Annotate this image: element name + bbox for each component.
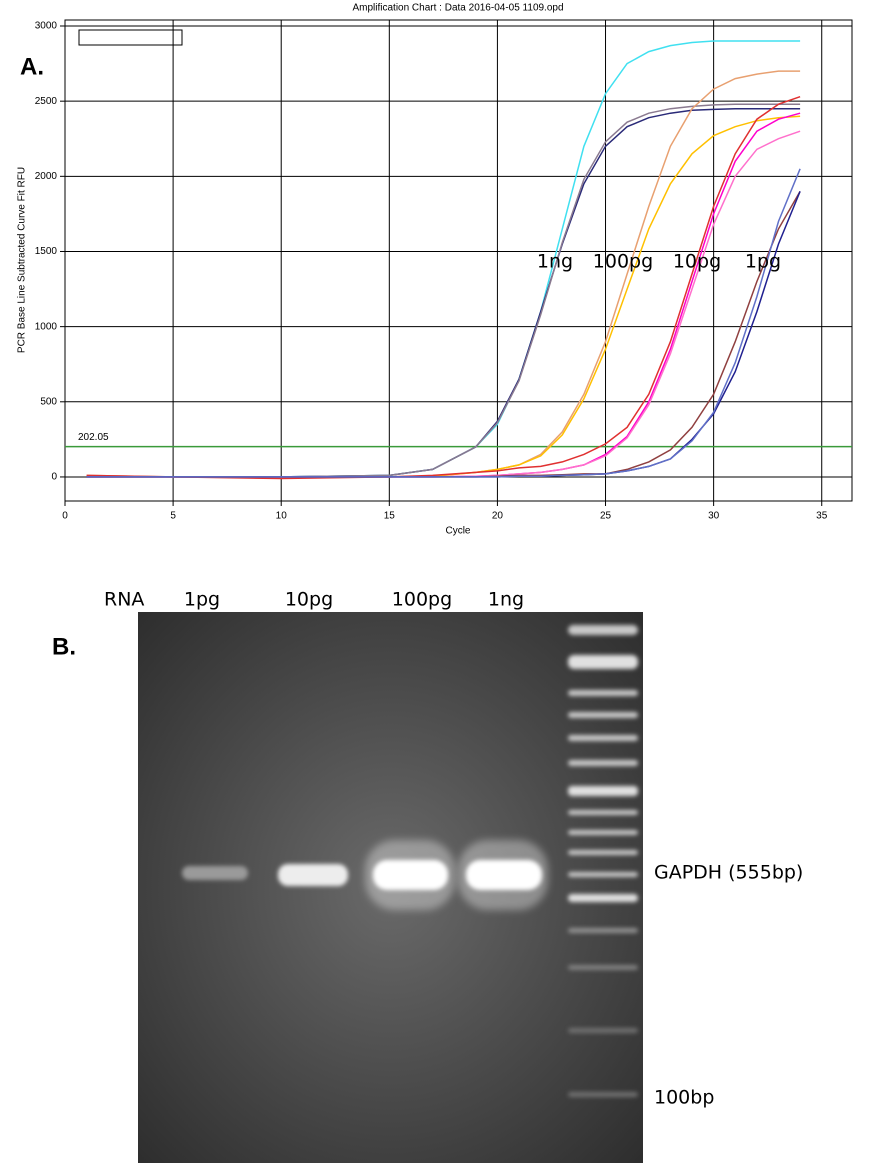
curve-label: 10pg — [673, 251, 721, 273]
curve — [86, 168, 801, 478]
lane-label: 1ng — [488, 589, 524, 611]
y-tick-label: 500 — [40, 396, 57, 407]
y-tick-label: 1000 — [35, 321, 58, 332]
legend-box — [78, 29, 183, 46]
ladder-band — [568, 850, 638, 855]
x-tick-label: 15 — [384, 511, 396, 522]
amplification-chart: Amplification Chart : Data 2016-04-05 11… — [17, 3, 853, 537]
ladder-band — [568, 625, 638, 635]
ladder-band — [568, 712, 638, 718]
ladder — [568, 625, 638, 1097]
x-tick-label: 10 — [276, 511, 288, 522]
ladder-band — [568, 928, 638, 933]
ladder-band — [568, 1092, 638, 1097]
curve — [86, 103, 801, 478]
ladder-band — [568, 735, 638, 741]
x-tick-label: 25 — [600, 511, 612, 522]
panel-label: A. — [20, 53, 44, 80]
ladder-band — [568, 830, 638, 835]
ladder-band — [568, 810, 638, 815]
ladder-band — [568, 894, 638, 902]
band-label: GAPDH (555bp) — [654, 862, 803, 884]
x-axis-label: Cycle — [445, 526, 470, 537]
y-tick-label: 0 — [51, 472, 57, 483]
ladder-band — [568, 655, 638, 669]
x-tick-label: 30 — [708, 511, 720, 522]
curve-label: 1ng — [537, 251, 573, 273]
x-tick-label: 5 — [170, 511, 176, 522]
lane-label: 10pg — [285, 589, 333, 611]
ladder-band — [568, 760, 638, 766]
gel-panel: B. RNA GAPDH (555bp) 100bp 1p — [52, 589, 803, 1163]
x-tick-label: 35 — [816, 511, 828, 522]
y-tick-label: 3000 — [35, 21, 58, 32]
threshold-label: 202.05 — [78, 432, 109, 443]
chart-title: Amplification Chart : Data 2016-04-05 11… — [352, 3, 563, 14]
band — [373, 860, 448, 890]
ladder-band — [568, 965, 638, 970]
y-tick-label: 2000 — [35, 171, 58, 182]
y-tick-label: 2500 — [35, 96, 58, 107]
y-tick-label: 1500 — [35, 246, 58, 257]
x-tick-label: 0 — [62, 511, 68, 522]
ladder-band — [568, 1028, 638, 1033]
ladder-band — [568, 872, 638, 877]
plot-area — [64, 19, 853, 502]
band — [182, 866, 248, 880]
marker-label: 100bp — [654, 1087, 714, 1109]
ladder-band — [568, 690, 638, 696]
band — [278, 864, 348, 886]
y-axis-label: PCR Base Line Subtracted Curve Fit RFU — [17, 167, 28, 353]
lane-label: 1pg — [184, 589, 220, 611]
panel-label: B. — [52, 633, 76, 660]
band — [466, 860, 542, 890]
ladder-band — [568, 786, 638, 796]
row-label: RNA — [104, 589, 144, 611]
x-tick-label: 20 — [492, 511, 504, 522]
curve-label: 100pg — [593, 251, 653, 273]
lane-label: 100pg — [392, 589, 452, 611]
curve-label: 1pg — [745, 251, 781, 273]
